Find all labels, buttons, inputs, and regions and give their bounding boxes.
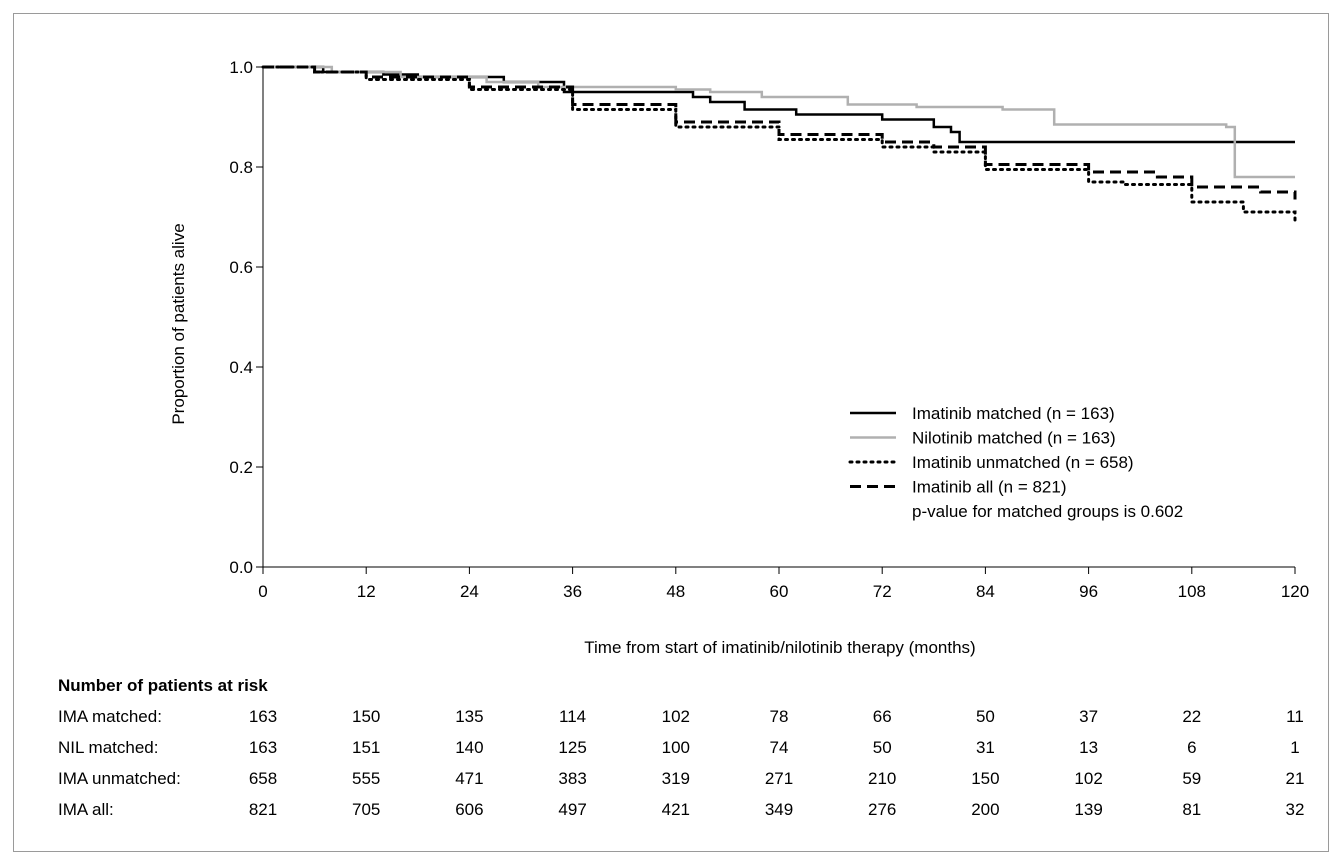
risk-cell: 37: [1079, 707, 1098, 726]
legend: Imatinib matched (n = 163) Nilotinib matc…: [848, 404, 1183, 521]
p-value-annotation: p-value for matched groups is 0.602: [912, 502, 1183, 521]
x-tick-label: 108: [1178, 582, 1206, 601]
risk-cell: 555: [352, 769, 380, 788]
risk-row-label: IMA matched:: [58, 707, 162, 726]
risk-cell: 210: [868, 769, 896, 788]
risk-cell: 81: [1182, 800, 1201, 819]
y-tick-label: 1.0: [229, 58, 253, 77]
risk-cell: 50: [873, 738, 892, 757]
risk-cell: 21: [1286, 769, 1305, 788]
risk-cell: 125: [558, 738, 586, 757]
risk-cell: 276: [868, 800, 896, 819]
risk-cell: 140: [455, 738, 483, 757]
risk-cell: 1: [1290, 738, 1299, 757]
risk-cell: 349: [765, 800, 793, 819]
risk-row-label: IMA unmatched:: [58, 769, 181, 788]
risk-cell: 11: [1286, 707, 1304, 726]
risk-row-label: IMA all:: [58, 800, 114, 819]
risk-cell: 163: [249, 707, 277, 726]
risk-cell: 821: [249, 800, 277, 819]
y-tick-label: 0.6: [229, 258, 253, 277]
risk-cell: 139: [1074, 800, 1102, 819]
risk-table-title: Number of patients at risk: [58, 676, 268, 695]
x-tick-label: 48: [666, 582, 685, 601]
risk-cell: 135: [455, 707, 483, 726]
figure-frame: 0 12 24 36 48 60 72 84 96 108 120 0.0 0.2 0.4 0.6 0.8 1.…: [13, 13, 1329, 852]
legend-label-3: Imatinib unmatched (n = 658): [912, 453, 1134, 472]
risk-cell: 66: [873, 707, 892, 726]
risk-cell: 78: [770, 707, 789, 726]
x-tick-label: 60: [770, 582, 789, 601]
risk-cell: 59: [1182, 769, 1201, 788]
risk-cell: 74: [770, 738, 789, 757]
risk-cell: 50: [976, 707, 995, 726]
risk-cell: 606: [455, 800, 483, 819]
series-line-3: [261, 65, 1297, 224]
risk-cell: 200: [971, 800, 999, 819]
km-chart: 0 12 24 36 48 60 72 84 96 108 120 0.0 0.2 0.4 0.6 0.8 1.…: [58, 58, 1309, 819]
x-tick-label: 36: [563, 582, 582, 601]
legend-label-1: Imatinib matched (n = 163): [912, 404, 1115, 423]
survival-curves: [261, 65, 1297, 224]
risk-cell: 102: [1074, 769, 1102, 788]
risk-cell: 32: [1286, 800, 1305, 819]
x-tick-label: 24: [460, 582, 479, 601]
y-tick-label: 0.0: [229, 558, 253, 577]
risk-cell: 383: [558, 769, 586, 788]
x-tick-label: 0: [258, 582, 267, 601]
risk-cell: 421: [662, 800, 690, 819]
y-tick-label: 0.2: [229, 458, 253, 477]
risk-cell: 13: [1079, 738, 1098, 757]
x-tick-label: 96: [1079, 582, 1098, 601]
x-tick-label: 12: [357, 582, 376, 601]
risk-cell: 31: [976, 738, 995, 757]
y-tick-label: 0.8: [229, 158, 253, 177]
risk-cell: 319: [662, 769, 690, 788]
risk-cell: 100: [662, 738, 690, 757]
risk-cell: 163: [249, 738, 277, 757]
risk-cell: 114: [559, 707, 586, 726]
x-tick-label: 84: [976, 582, 995, 601]
axes: 0 12 24 36 48 60 72 84 96 108 120 0.0 0.2 0.4 0.6 0.8 1.…: [229, 58, 1309, 601]
risk-cell: 705: [352, 800, 380, 819]
risk-cell: 471: [455, 769, 483, 788]
y-axis-label: Proportion of patients alive: [169, 223, 188, 424]
x-axis-label: Time from start of imatinib/nilotinib th…: [584, 638, 975, 657]
x-tick-label: 120: [1281, 582, 1309, 601]
legend-label-4: Imatinib all (n = 821): [912, 478, 1067, 497]
risk-cell: 658: [249, 769, 277, 788]
legend-label-2: Nilotinib matched (n = 163): [912, 429, 1116, 448]
risk-cell: 102: [662, 707, 690, 726]
series-line-4: [263, 65, 1297, 200]
risk-cell: 150: [352, 707, 380, 726]
risk-cell: 6: [1187, 738, 1196, 757]
risk-cell: 150: [971, 769, 999, 788]
x-tick-label: 72: [873, 582, 892, 601]
risk-cell: 497: [558, 800, 586, 819]
y-tick-label: 0.4: [229, 358, 253, 377]
risk-cell: 22: [1182, 707, 1201, 726]
risk-cell: 151: [352, 738, 380, 757]
risk-row-label: NIL matched:: [58, 738, 158, 757]
risk-cell: 271: [765, 769, 793, 788]
